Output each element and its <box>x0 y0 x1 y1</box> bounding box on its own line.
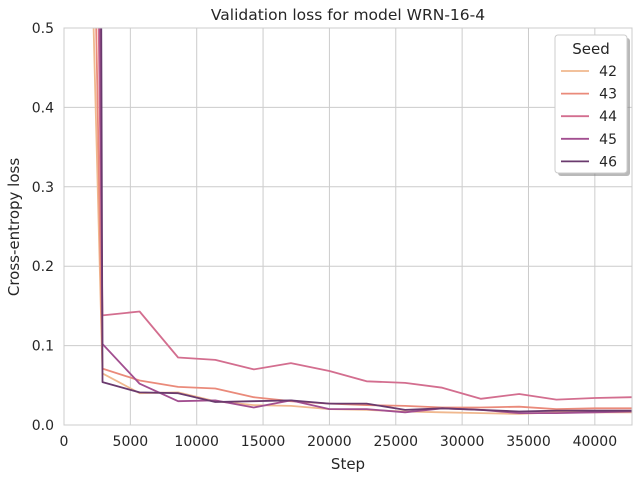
y-tick-label: 0.3 <box>32 180 54 196</box>
x-tick-label: 40000 <box>573 434 618 450</box>
x-tick-label: 10000 <box>174 434 219 450</box>
series-line-46 <box>100 28 632 413</box>
y-tick-label: 0.2 <box>32 259 54 275</box>
legend-entry-label: 44 <box>599 109 617 125</box>
x-tick-label: 25000 <box>374 434 419 450</box>
x-axis-label: Step <box>331 455 365 473</box>
legend-entry-label: 46 <box>599 154 617 170</box>
legend-entry-label: 45 <box>599 132 617 148</box>
legend-entry-label: 43 <box>599 87 617 103</box>
x-axis-ticks: 0 5000 10000 15000 20000 25000 30000 35000 40000 <box>60 434 618 450</box>
legend: Seed 42 43 44 45 46 <box>554 34 630 176</box>
chart-title: Validation loss for model WRN-16-4 <box>211 6 485 24</box>
y-tick-label: 0.5 <box>32 21 54 37</box>
y-tick-label: 0.0 <box>32 418 54 434</box>
legend-entry-label: 42 <box>599 64 617 80</box>
x-tick-label: 5000 <box>113 434 149 450</box>
series-line-43 <box>95 28 632 411</box>
y-axis-label: Cross-entropy loss <box>5 158 23 296</box>
y-axis-ticks: 0.0 0.1 0.2 0.3 0.4 0.5 <box>32 21 54 434</box>
series-line-44 <box>97 28 632 401</box>
y-tick-label: 0.1 <box>32 339 54 355</box>
series-line-45 <box>99 28 632 415</box>
x-tick-label: 30000 <box>440 434 485 450</box>
x-tick-label: 15000 <box>241 434 286 450</box>
x-tick-label: 35000 <box>506 434 551 450</box>
x-tick-label: 0 <box>60 434 69 450</box>
x-tick-label: 20000 <box>307 434 352 450</box>
y-tick-label: 0.4 <box>32 100 54 116</box>
plot-frame <box>63 27 633 426</box>
legend-title: Seed <box>572 40 610 58</box>
series-layer <box>92 28 632 415</box>
grid <box>63 27 632 426</box>
